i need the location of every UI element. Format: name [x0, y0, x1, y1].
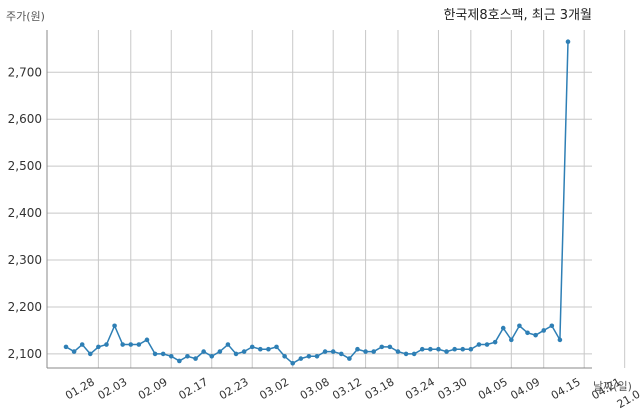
data-point	[322, 349, 328, 354]
data-point	[282, 353, 287, 359]
data-point	[492, 339, 498, 345]
chart-title: 한국제8호스팩, 최근 3개월	[443, 8, 592, 23]
data-point	[128, 342, 134, 347]
x-tick-label: 03.30	[436, 375, 470, 402]
data-point	[379, 344, 385, 350]
data-point	[484, 342, 490, 347]
data-point	[525, 330, 530, 336]
x-tick-label: 03.02	[257, 375, 291, 402]
data-point	[71, 349, 77, 354]
data-point	[509, 337, 514, 343]
data-point	[258, 346, 263, 352]
data-point	[419, 346, 425, 352]
y-tick-label: 2,600	[8, 112, 42, 126]
data-point	[395, 349, 401, 354]
data-point	[347, 356, 352, 361]
data-point	[225, 342, 231, 347]
data-point	[403, 351, 409, 357]
x-tick-label: 02.09	[136, 375, 170, 402]
data-point	[233, 351, 239, 357]
x-tick-label: 02.17	[176, 375, 210, 402]
data-point	[517, 323, 522, 329]
data-point	[249, 344, 255, 350]
data-point	[290, 361, 296, 366]
data-point	[96, 344, 101, 350]
data-point	[201, 349, 206, 354]
y-tick-label: 2,400	[8, 206, 42, 220]
data-point	[144, 337, 150, 343]
x-tick-label: 03.08	[298, 375, 332, 402]
x-tick-label: 03.12	[330, 375, 364, 402]
data-point	[444, 349, 449, 354]
data-point	[63, 344, 69, 350]
y-tick-label: 2,100	[8, 347, 42, 361]
data-point	[541, 328, 547, 333]
data-point	[460, 346, 466, 352]
data-point	[338, 351, 344, 357]
data-point	[330, 349, 336, 354]
x-tick-label: 03.24	[403, 375, 437, 402]
data-point	[557, 337, 563, 343]
data-point	[266, 346, 271, 352]
data-point	[136, 342, 142, 347]
data-point	[168, 353, 174, 359]
x-axis-label: 날짜(일)	[593, 379, 632, 393]
data-point	[549, 323, 555, 329]
y-tick-label: 2,500	[8, 159, 42, 173]
x-tick-label: 04.15	[549, 375, 583, 402]
grid-lines	[47, 30, 626, 368]
data-point	[185, 353, 190, 359]
x-tick-label: 02.03	[95, 375, 129, 402]
x-tick-label: 03.18	[363, 375, 397, 402]
data-point	[355, 346, 360, 352]
data-point	[79, 342, 85, 347]
x-tick-label: 04.05	[476, 375, 510, 402]
data-point	[533, 332, 538, 338]
data-point	[152, 351, 158, 357]
data-point	[104, 342, 109, 347]
y-tick-label: 2,200	[8, 300, 42, 314]
data-point	[468, 346, 474, 352]
data-point	[217, 349, 223, 354]
data-point	[411, 351, 417, 357]
x-tick-label: 02.23	[217, 375, 251, 402]
axes	[46, 30, 592, 369]
data-point	[387, 344, 393, 350]
data-point	[274, 344, 279, 350]
data-point	[436, 346, 441, 352]
y-axis-label: 주가(원)	[6, 10, 45, 23]
data-point	[371, 349, 376, 354]
data-point	[209, 353, 215, 359]
y-tick-labels: 2,100 2,200 2,300 2,400 2,500 2,600 2,700	[8, 65, 42, 361]
data-point	[193, 356, 198, 361]
x-tick-label: 04.09	[508, 375, 542, 402]
data-point	[241, 349, 247, 354]
price-points	[63, 39, 571, 366]
data-point	[112, 323, 117, 329]
data-point	[120, 342, 125, 347]
data-point	[314, 353, 320, 359]
data-point	[177, 358, 182, 364]
data-point	[160, 351, 166, 357]
data-point	[363, 349, 368, 354]
data-point	[476, 342, 482, 347]
data-point	[565, 39, 571, 45]
data-point	[428, 346, 433, 352]
price-line	[65, 41, 569, 365]
data-point	[500, 325, 506, 331]
data-point	[452, 346, 457, 352]
data-point	[306, 353, 312, 359]
y-tick-label: 2,700	[8, 65, 42, 79]
x-tick-label: 01.28	[63, 375, 97, 402]
data-point	[87, 351, 93, 357]
data-point	[298, 356, 304, 361]
y-tick-label: 2,300	[8, 253, 42, 267]
